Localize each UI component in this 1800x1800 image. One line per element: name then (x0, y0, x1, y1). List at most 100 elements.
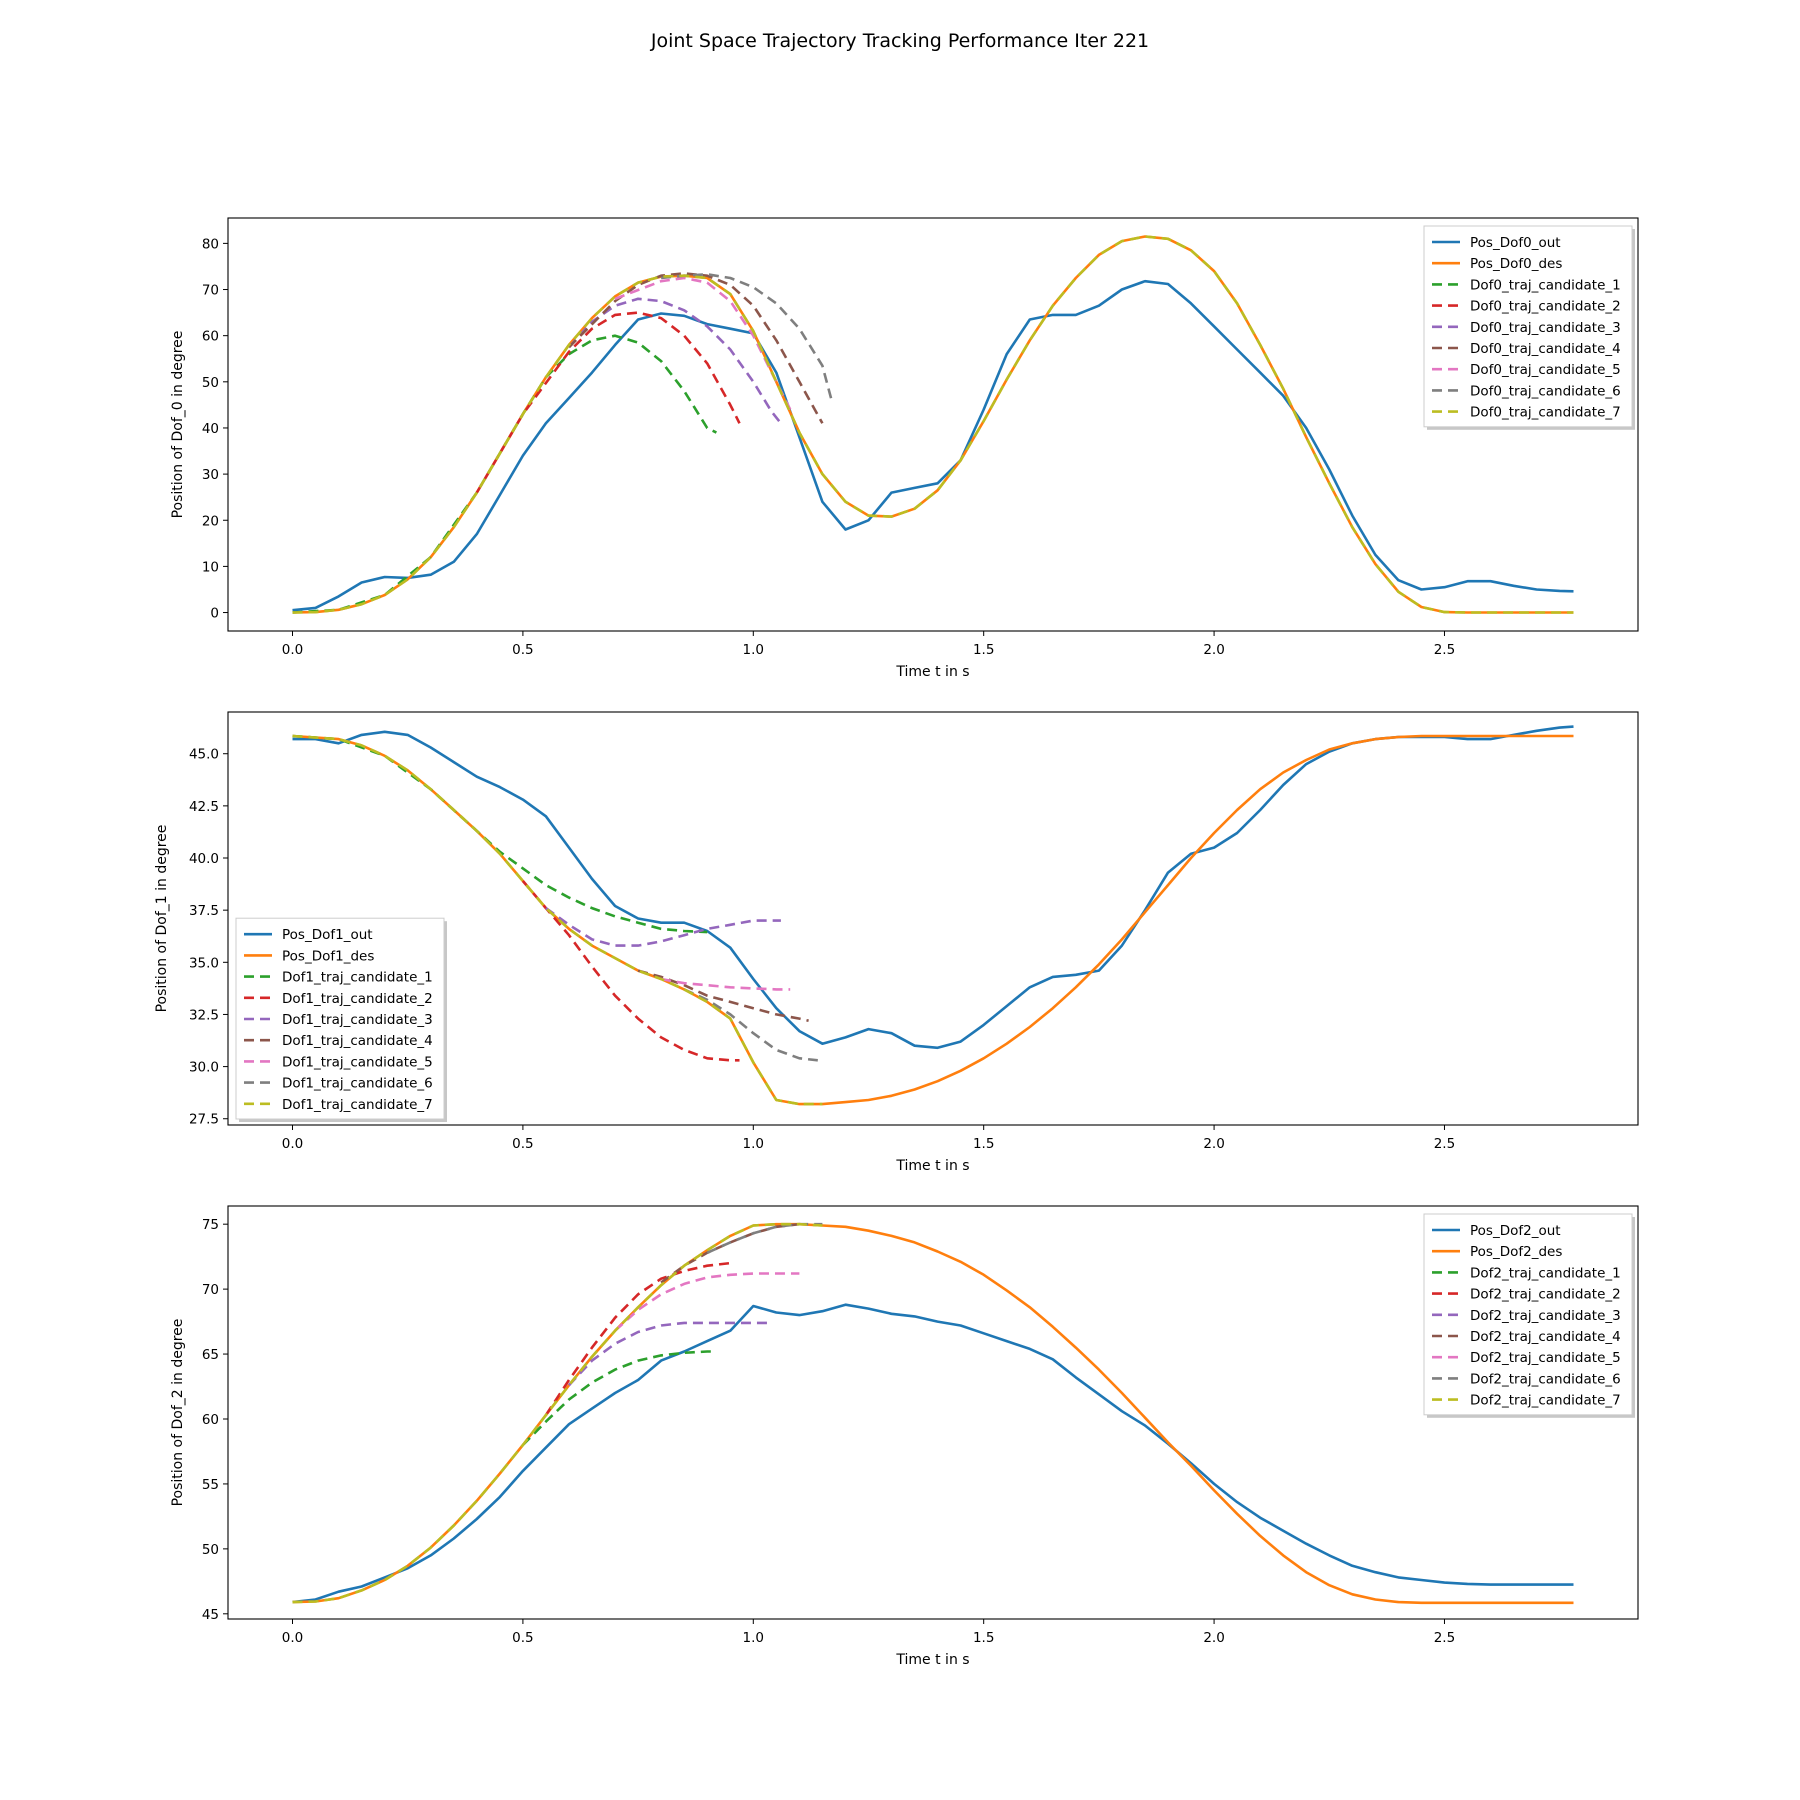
legend-label: Dof2_traj_candidate_6 (1470, 1371, 1621, 1387)
series-line-dof0-traj-candidate-7 (292, 235, 1574, 614)
x-axis-label: Time t in s (895, 1158, 969, 1174)
y-tick-label: 75 (202, 1217, 219, 1233)
y-tick-label: 10 (202, 559, 219, 575)
legend-label: Dof0_traj_candidate_1 (1470, 277, 1621, 293)
y-tick-label: 35.0 (189, 955, 219, 971)
x-tick-label: 2.0 (1203, 1136, 1224, 1152)
legend-label: Dof0_traj_candidate_2 (1470, 299, 1621, 315)
x-tick-label: 0.0 (282, 1630, 303, 1646)
y-tick-label: 45 (202, 1607, 219, 1623)
legend-box (1423, 1213, 1633, 1416)
x-tick-label: 1.5 (973, 1630, 994, 1646)
series-line-dof0-traj-candidate-6 (660, 273, 833, 401)
legend-label: Dof2_traj_candidate_1 (1470, 1265, 1621, 1281)
series-group (292, 235, 1574, 614)
legend-label: Dof0_traj_candidate_3 (1470, 320, 1621, 336)
x-tick-label: 2.0 (1203, 642, 1224, 658)
x-tick-label: 2.5 (1434, 1136, 1455, 1152)
legend-label: Pos_Dof0_des (1470, 256, 1562, 272)
series-line-pos-dof2-out (292, 1303, 1574, 1604)
x-tick-label: 0.5 (512, 642, 533, 658)
y-tick-label: 60 (202, 329, 219, 345)
axes-frame (227, 217, 1639, 632)
legend-label: Pos_Dof2_des (1470, 1244, 1562, 1260)
series-line-dof2-traj-candidate-3 (568, 1321, 772, 1387)
legend-box (235, 917, 445, 1120)
y-tick-label: 0 (210, 606, 219, 622)
y-tick-label: 55 (202, 1477, 219, 1493)
y-tick-label: 20 (202, 513, 219, 529)
series-line-dof2-traj-candidate-2 (544, 1261, 731, 1416)
y-tick-label: 60 (202, 1412, 219, 1428)
series-line-dof2-traj-candidate-5 (614, 1272, 800, 1332)
legend-label: Pos_Dof2_out (1470, 1223, 1561, 1239)
y-tick-label: 27.5 (189, 1112, 219, 1128)
x-tick-label: 2.0 (1203, 1630, 1224, 1646)
series-group (292, 725, 1574, 1106)
x-axis-label: Time t in s (895, 664, 969, 680)
legend: Pos_Dof0_out Pos_Dof0_des Dof0_traj_candid… (1423, 225, 1635, 430)
legend-label: Pos_Dof1_des (282, 948, 374, 964)
y-tick-label: 70 (202, 283, 219, 299)
y-tick-label: 70 (202, 1282, 219, 1298)
legend-label: Dof1_traj_candidate_3 (282, 1012, 433, 1028)
series-line-dof0-traj-candidate-2 (475, 311, 741, 494)
series-line-dof0-traj-candidate-4 (568, 272, 824, 424)
x-tick-label: 1.0 (743, 642, 764, 658)
legend-label: Dof2_traj_candidate_7 (1470, 1393, 1621, 1409)
x-tick-label: 1.0 (743, 1136, 764, 1152)
series-line-dof1-traj-candidate-1 (292, 734, 708, 934)
series-line-dof1-traj-candidate-2 (521, 880, 740, 1062)
series-line-dof1-traj-candidate-3 (545, 907, 781, 947)
axes-frame (227, 1205, 1639, 1620)
axes-frame (227, 711, 1639, 1126)
x-tick-label: 0.5 (512, 1136, 533, 1152)
legend-label: Dof1_traj_candidate_1 (282, 970, 433, 986)
figure-title: Joint Space Trajectory Tracking Performa… (650, 30, 1150, 52)
legend-label: Pos_Dof1_out (282, 927, 373, 943)
x-tick-label: 1.5 (973, 1136, 994, 1152)
x-tick-label: 2.5 (1434, 1630, 1455, 1646)
legend-label: Dof2_traj_candidate_2 (1470, 1287, 1621, 1303)
y-tick-label: 45.0 (189, 747, 219, 763)
y-axis-label: Position of Dof_0 in degree (170, 331, 186, 519)
x-tick-label: 1.5 (973, 642, 994, 658)
series-line-pos-dof1-out (292, 725, 1574, 1050)
series-line-dof2-traj-candidate-1 (521, 1350, 717, 1446)
y-tick-label: 40.0 (189, 851, 219, 867)
series-line-dof0-traj-candidate-1 (292, 334, 717, 614)
y-tick-label: 65 (202, 1347, 219, 1363)
series-line-pos-dof0-des (292, 235, 1574, 614)
legend-label: Dof1_traj_candidate_5 (282, 1054, 433, 1070)
legend-box (1423, 225, 1633, 428)
y-tick-label: 80 (202, 236, 219, 252)
legend-label: Dof1_traj_candidate_7 (282, 1097, 433, 1113)
series-line-pos-dof1-des (292, 734, 1574, 1106)
subplot-dof2: 0.0 0.5 1.0 1.5 2.0 2.5 45 50 55 60 65 70 75 Time t i… (170, 1205, 1639, 1668)
subplot-dof0: 0.0 0.5 1.0 1.5 2.0 2.5 0 10 20 30 40 50 60 70 80 Time … (170, 217, 1639, 680)
series-line-dof1-traj-candidate-5 (660, 977, 791, 991)
x-tick-label: 0.0 (282, 1136, 303, 1152)
x-axis-label: Time t in s (895, 1652, 969, 1668)
series-line-dof1-traj-candidate-6 (683, 988, 818, 1062)
legend-label: Dof0_traj_candidate_4 (1470, 341, 1621, 357)
x-tick-label: 0.5 (512, 1630, 533, 1646)
subplot-dof1: 0.0 0.5 1.0 1.5 2.0 2.5 27.5 30.0 32.5 35.0 37.5 40… (154, 711, 1639, 1174)
legend-label: Dof0_traj_candidate_7 (1470, 405, 1621, 421)
y-tick-label: 32.5 (189, 1007, 219, 1023)
y-tick-label: 50 (202, 1542, 219, 1558)
y-tick-label: 30 (202, 467, 219, 483)
legend: Pos_Dof1_out Pos_Dof1_des Dof1_traj_candid… (235, 917, 447, 1122)
y-tick-label: 37.5 (189, 903, 219, 919)
y-tick-label: 50 (202, 375, 219, 391)
series-line-pos-dof2-des (292, 1222, 1574, 1605)
legend-label: Dof0_traj_candidate_5 (1470, 362, 1621, 378)
legend-label: Pos_Dof0_out (1470, 235, 1561, 251)
y-tick-label: 30.0 (189, 1060, 219, 1076)
y-axis-label: Position of Dof_1 in degree (154, 825, 170, 1013)
series-group (292, 1222, 1574, 1605)
legend-label: Dof0_traj_candidate_6 (1470, 383, 1621, 399)
legend-label: Dof1_traj_candidate_4 (282, 1033, 433, 1049)
series-line-dof1-traj-candidate-7 (292, 734, 823, 1106)
y-tick-label: 42.5 (189, 799, 219, 815)
